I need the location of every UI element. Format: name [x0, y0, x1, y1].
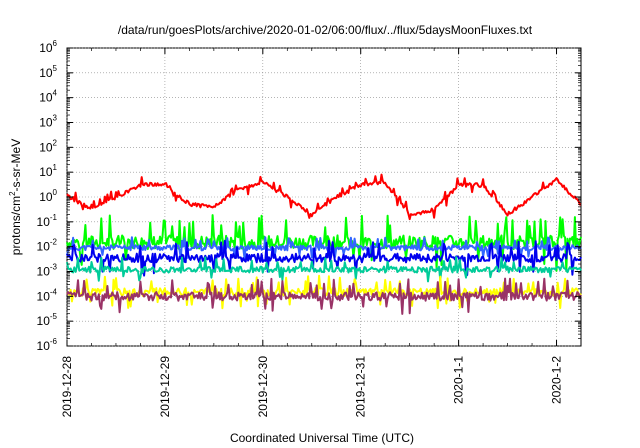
series-line	[66, 214, 582, 272]
plot-frame	[66, 47, 582, 347]
x-tick-label: 2019-12-29	[158, 356, 172, 418]
x-tick-label: 2020-1-2	[550, 356, 564, 404]
y-axis: 106 105 104 103 102 101 100 10-1 10-2 10-3 10-4 10-…	[37, 39, 581, 353]
y-tick-label: 10-4	[37, 287, 58, 303]
y-tick-label: 104	[39, 89, 57, 105]
y-tick-label: 10-2	[37, 238, 58, 254]
y-tick-label: 105	[39, 64, 57, 80]
series-line	[66, 239, 582, 277]
x-tick-label: 2019-12-28	[60, 356, 74, 418]
y-axis-title-post: -s-sr-MeV	[9, 139, 23, 192]
y-axis-title-pre: protons/cm	[9, 196, 23, 255]
y-axis-title-sup: 2	[8, 191, 17, 196]
series-line	[66, 173, 582, 221]
y-tick-label: 100	[39, 188, 57, 204]
series-layer	[66, 173, 582, 315]
y-tick-label: 10-1	[37, 213, 58, 229]
x-axis-title: Coordinated Universal Time (UTC)	[230, 431, 414, 445]
y-tick-label: 10-5	[37, 312, 58, 328]
y-tick-label: 101	[39, 163, 57, 179]
x-tick-label: 2020-1-1	[452, 356, 466, 404]
x-tick-label: 2019-12-30	[256, 356, 270, 418]
y-tick-label: 10-3	[37, 263, 58, 279]
series-line	[66, 236, 582, 260]
y-tick-label: 103	[39, 114, 57, 130]
series-line	[66, 277, 582, 315]
y-axis-title: protons/cm2-s-sr-MeV	[8, 139, 23, 255]
chart-title: /data/run/goesPlots/archive/2020-01-02/0…	[118, 23, 533, 37]
y-tick-label: 106	[39, 39, 57, 55]
x-axis: 2019-12-28 2019-12-29 2019-12-30 2019-12-31…	[60, 48, 564, 417]
y-tick-label: 102	[39, 138, 57, 154]
series-line	[66, 256, 582, 283]
y-tick-label: 10-6	[37, 337, 58, 353]
grid	[66, 47, 581, 347]
x-tick-label: 2019-12-31	[354, 356, 368, 418]
